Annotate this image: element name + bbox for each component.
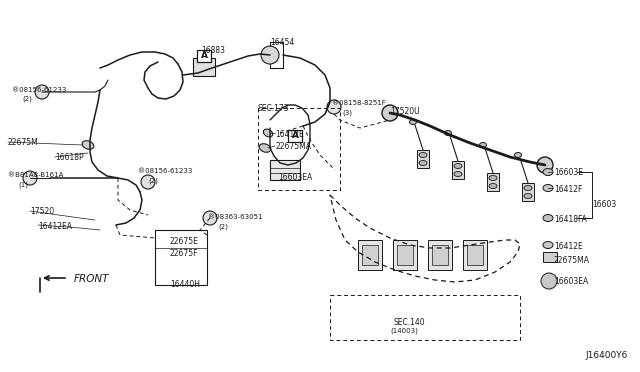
Bar	[397, 245, 413, 265]
Ellipse shape	[543, 169, 553, 176]
Bar	[432, 245, 448, 265]
Ellipse shape	[82, 141, 94, 149]
Text: (3): (3)	[342, 109, 352, 115]
Ellipse shape	[515, 153, 522, 157]
Circle shape	[537, 157, 553, 173]
Text: 22675MA: 22675MA	[275, 142, 311, 151]
Ellipse shape	[263, 129, 273, 137]
Text: 17520: 17520	[30, 207, 54, 216]
Text: 16618P: 16618P	[55, 153, 84, 162]
Text: (14003): (14003)	[390, 328, 418, 334]
Ellipse shape	[410, 119, 417, 125]
Text: 22675M: 22675M	[8, 138, 39, 147]
Text: (2): (2)	[218, 223, 228, 230]
Text: 16412F: 16412F	[554, 185, 582, 194]
Bar	[270, 160, 300, 180]
Text: 22675E: 22675E	[170, 237, 199, 246]
Text: 16454: 16454	[270, 38, 294, 47]
Bar	[197, 50, 211, 62]
Bar	[198, 52, 210, 60]
Circle shape	[382, 105, 398, 121]
Text: FRONT: FRONT	[74, 274, 109, 284]
Text: 16412EA: 16412EA	[38, 222, 72, 231]
Text: 22675MA: 22675MA	[554, 256, 590, 265]
Bar	[417, 150, 429, 168]
Bar	[193, 58, 215, 76]
Bar	[428, 240, 452, 270]
Bar	[487, 173, 499, 191]
Bar	[288, 130, 302, 142]
Circle shape	[23, 171, 37, 185]
Ellipse shape	[524, 186, 532, 190]
Ellipse shape	[524, 193, 532, 199]
Ellipse shape	[419, 160, 427, 166]
Ellipse shape	[454, 164, 462, 169]
Bar	[467, 245, 483, 265]
Text: J16400Y6: J16400Y6	[586, 351, 628, 360]
Text: SEC.173: SEC.173	[258, 104, 290, 113]
Text: 16883: 16883	[201, 46, 225, 55]
Text: SEC.140: SEC.140	[394, 318, 426, 327]
Text: 17520U: 17520U	[390, 107, 420, 116]
Text: 16603EA: 16603EA	[554, 277, 588, 286]
Circle shape	[261, 46, 279, 64]
Text: 16440H: 16440H	[170, 280, 200, 289]
Bar	[452, 161, 464, 179]
Ellipse shape	[543, 185, 553, 192]
Text: 16603EA: 16603EA	[278, 173, 312, 182]
Ellipse shape	[259, 144, 271, 152]
Text: 16418FA: 16418FA	[554, 215, 587, 224]
Text: 16412E: 16412E	[275, 130, 304, 139]
Ellipse shape	[543, 241, 553, 248]
Text: ®08156-61233: ®08156-61233	[12, 87, 67, 93]
Text: 16603E: 16603E	[554, 168, 583, 177]
Ellipse shape	[445, 131, 451, 135]
Bar	[358, 240, 382, 270]
Circle shape	[35, 85, 49, 99]
Bar	[393, 240, 417, 270]
Text: ®B81A8-B161A: ®B81A8-B161A	[8, 172, 63, 178]
Ellipse shape	[419, 153, 427, 157]
Bar	[522, 183, 534, 201]
Text: A: A	[291, 131, 298, 141]
Text: (2): (2)	[22, 96, 32, 103]
Ellipse shape	[454, 171, 462, 176]
Text: ®08363-63051: ®08363-63051	[208, 214, 262, 220]
Bar	[362, 245, 378, 265]
Text: 16412E: 16412E	[554, 242, 583, 251]
Ellipse shape	[479, 142, 486, 148]
Text: 22675F: 22675F	[170, 249, 198, 258]
Text: ®08156-61233: ®08156-61233	[138, 168, 193, 174]
Text: (1): (1)	[18, 181, 28, 187]
Text: A: A	[200, 51, 207, 61]
Ellipse shape	[489, 176, 497, 180]
Circle shape	[203, 211, 217, 225]
Bar	[543, 252, 557, 262]
Circle shape	[327, 100, 341, 114]
Text: 16603: 16603	[592, 200, 616, 209]
Circle shape	[541, 273, 557, 289]
Ellipse shape	[489, 183, 497, 189]
Bar	[155, 230, 207, 285]
Text: ®08158-8251F: ®08158-8251F	[332, 100, 386, 106]
Ellipse shape	[543, 215, 553, 221]
Bar	[463, 240, 487, 270]
Circle shape	[141, 175, 155, 189]
Text: (2): (2)	[148, 177, 158, 183]
